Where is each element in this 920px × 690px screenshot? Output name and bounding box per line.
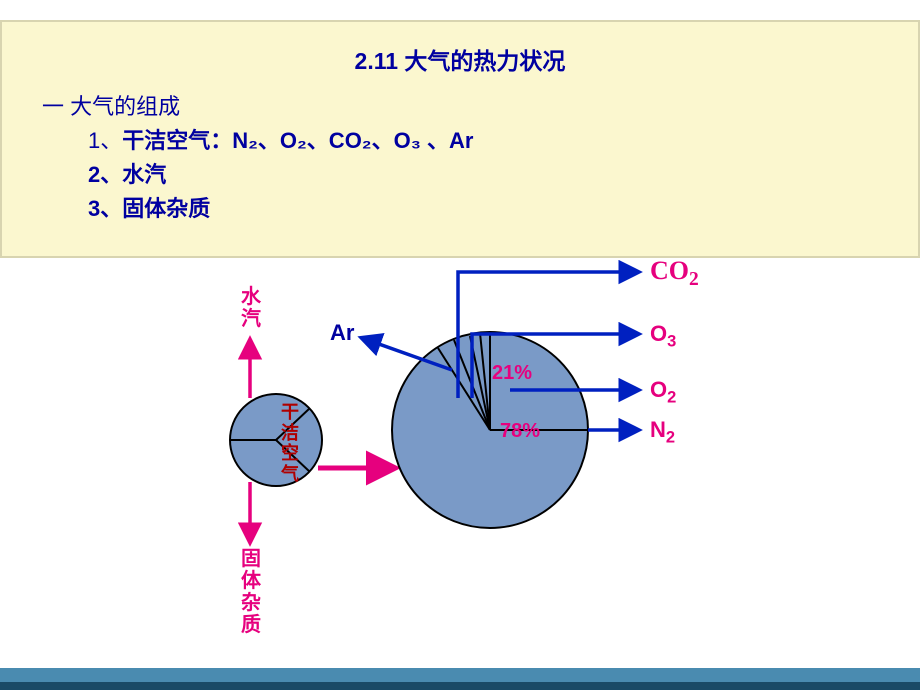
item3-text: 、固体杂质 [100, 196, 210, 221]
label-o2: O2 [650, 377, 676, 407]
label-co2: CO2 [650, 256, 699, 291]
footer-band [0, 668, 920, 690]
item-2: 2、水汽 [42, 158, 878, 192]
label-pct-o2: 21% [492, 362, 532, 385]
header-panel: 2.11 大气的热力状况 一 大气的组成 1、干洁空气：N₂、O₂、CO₂、O₃… [0, 20, 920, 258]
big-pie [392, 332, 588, 528]
item1-text: 干洁空气：N₂、O₂、CO₂、O₃ 、Ar [122, 128, 473, 153]
diagram-area: 水汽 固体杂质 干洁空气 Ar 21% 78% CO2 O3 O2 N2 [0, 230, 920, 660]
small-pie [230, 394, 322, 486]
label-water-vapor: 水汽 [240, 286, 262, 330]
label-pct-n2: 78% [500, 420, 540, 443]
item2-label: 2 [88, 162, 100, 187]
label-ar: Ar [330, 320, 354, 346]
label-solid-impurity: 固体杂质 [240, 548, 262, 636]
item1-label: 1、 [88, 128, 122, 153]
page-title: 2.11 大气的热力状况 [42, 42, 878, 76]
section-heading: 一 大气的组成 [42, 90, 878, 124]
item-3: 3、固体杂质 [42, 192, 878, 226]
item3-label: 3 [88, 196, 100, 221]
item-1: 1、干洁空气：N₂、O₂、CO₂、O₃ 、Ar [42, 124, 878, 158]
diagram-svg [0, 230, 920, 660]
label-n2: N2 [650, 417, 675, 447]
label-dry-air: 干洁空气 [280, 402, 300, 485]
label-o3: O3 [650, 321, 676, 351]
item2-text: 、水汽 [100, 162, 166, 187]
